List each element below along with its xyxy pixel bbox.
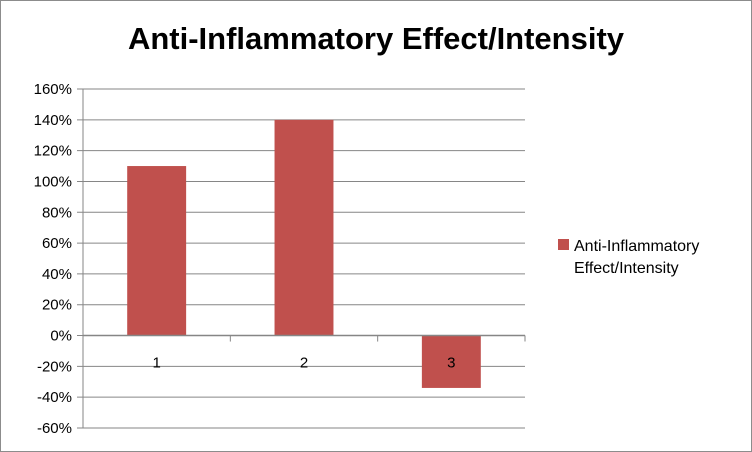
legend: Anti-Inflammatory Effect/Intensity (558, 238, 699, 277)
bars (127, 119, 481, 388)
chart-title: Anti-Inflammatory Effect/Intensity (127, 21, 625, 56)
y-tick-label: 140% (34, 112, 72, 129)
y-tick-label: 0% (50, 328, 72, 345)
y-tick-label: -20% (37, 358, 72, 375)
y-tick-label: 60% (42, 235, 72, 252)
y-tick-label: 20% (42, 297, 72, 314)
y-tick-label: 160% (34, 81, 72, 98)
y-tick-label: 80% (42, 204, 72, 221)
legend-swatch (558, 239, 569, 250)
bar (421, 335, 481, 388)
y-tick-label: 100% (34, 173, 72, 190)
x-tick-label: 3 (447, 355, 455, 372)
axes (82, 89, 526, 428)
legend-label: Anti-Inflammatory (574, 238, 699, 255)
y-tick-label: 40% (42, 266, 72, 283)
y-tick-label: 120% (34, 143, 72, 160)
x-tick-label: 2 (300, 355, 308, 372)
legend-label: Effect/Intensity (574, 260, 679, 277)
bar (274, 119, 334, 336)
x-tick-label: 1 (152, 355, 160, 372)
tick-labels: 160% 140% 120% 100% 80% 60% 40% 20% 0% -20% -40% -6… (34, 81, 456, 437)
y-tick-label: -60% (37, 420, 72, 437)
y-tick-label: -40% (37, 389, 72, 406)
bar (127, 166, 187, 336)
